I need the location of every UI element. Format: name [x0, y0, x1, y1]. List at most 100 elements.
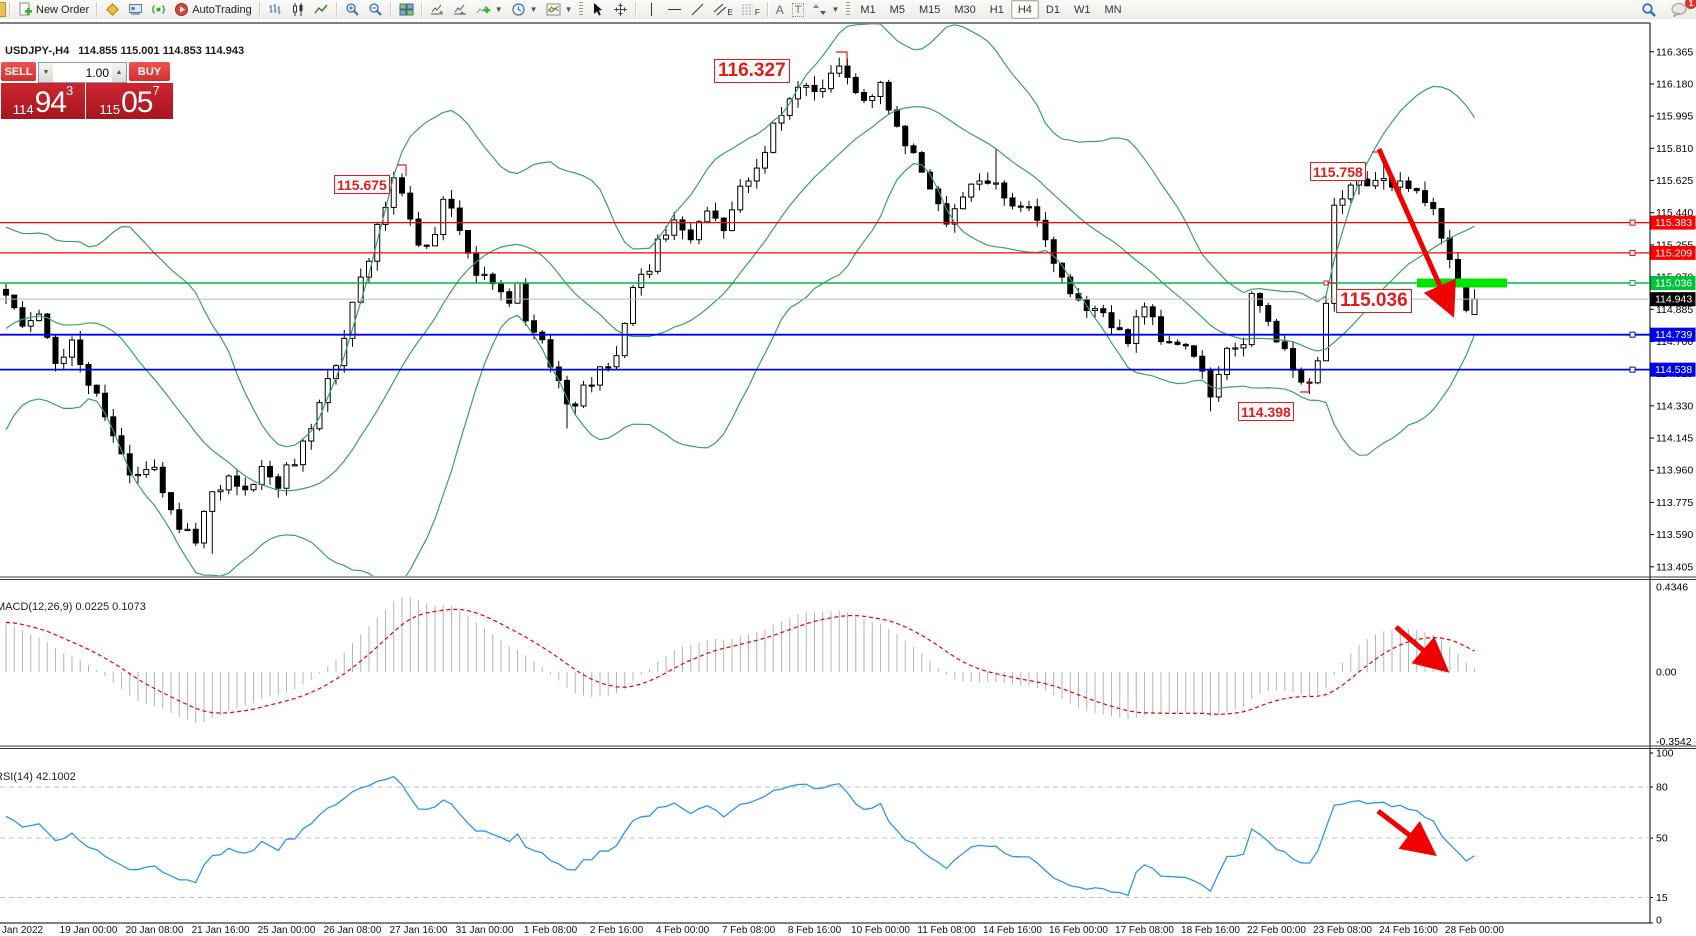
chat-bubble-icon: [1671, 3, 1687, 17]
autotrading-label: AutoTrading: [192, 3, 252, 16]
annotation-115758[interactable]: 115.758: [1310, 162, 1366, 181]
chart-shift-button[interactable]: [449, 0, 472, 19]
symbol-period: USDJPY-,H4: [5, 45, 70, 57]
separator: [96, 2, 99, 17]
autoscroll-icon: [430, 4, 443, 15]
tf-button-D1[interactable]: D1: [1045, 3, 1060, 16]
channel-tool-button[interactable]: E: [709, 0, 736, 19]
trendline-tool-button[interactable]: [686, 0, 709, 19]
separator: [258, 2, 261, 17]
buy-big-figure: 115: [99, 102, 121, 117]
tile-windows-button[interactable]: [395, 0, 418, 19]
indicators-button[interactable]: ▼: [472, 0, 507, 19]
chart-shift-icon: [453, 4, 466, 15]
buy-button[interactable]: BUY: [129, 62, 170, 81]
bar-chart-button[interactable]: [264, 0, 287, 19]
red-arrow: [1376, 809, 1437, 857]
zoom-in-button[interactable]: [341, 0, 364, 19]
hline-tool-button[interactable]: [663, 0, 686, 19]
separator: [335, 2, 338, 17]
autoscroll-button[interactable]: [426, 0, 449, 19]
tf-button-H1[interactable]: H1: [989, 3, 1004, 16]
macd-plot: [5, 596, 1475, 724]
toolbar-grip[interactable]: [579, 2, 584, 17]
fibonacci-tool-button[interactable]: F: [737, 0, 764, 19]
chevron-down-icon: ▼: [494, 5, 503, 14]
tf-button-M1[interactable]: M1: [860, 3, 876, 16]
notifications-button[interactable]: 1: [1667, 0, 1696, 19]
green-level-bar: [1417, 278, 1507, 288]
sell-price-main: 94: [34, 86, 67, 119]
sell-button[interactable]: SELL: [1, 62, 36, 81]
text-tool-icon: A: [775, 2, 784, 17]
search-icon: [1642, 2, 1656, 17]
autotrading-button[interactable]: AutoTrading: [170, 0, 256, 19]
time-label: 20 Jan 08:00: [126, 925, 184, 936]
volume-value[interactable]: 1.00: [85, 65, 109, 80]
horizontal-lines: [0, 219, 1650, 373]
tf-button-H4[interactable]: H4: [1010, 0, 1039, 19]
time-label: 14 Feb 16:00: [983, 925, 1042, 936]
sell-price-sup: 3: [65, 83, 74, 98]
annotation-115036[interactable]: 115.036: [1336, 289, 1412, 313]
autotrading-icon: [175, 3, 189, 16]
candles: [3, 57, 1478, 554]
volume-stepper: ▼ 1.00 ▲: [38, 62, 127, 83]
rsi-tick: 80: [1656, 782, 1668, 794]
price-badge: 115.036: [1655, 278, 1692, 290]
cursor-button[interactable]: [586, 0, 609, 19]
shapes-tool-button[interactable]: ▼: [808, 0, 843, 19]
search-button[interactable]: [1637, 0, 1661, 19]
text-tool-button[interactable]: A: [772, 0, 788, 19]
trendline-icon: [692, 3, 704, 16]
line-chart-button[interactable]: [310, 0, 333, 19]
volume-down-button[interactable]: ▼: [39, 63, 53, 82]
annotations: [397, 51, 1507, 857]
tf-button-MN[interactable]: MN: [1104, 3, 1122, 16]
annotation-116327[interactable]: 116.327: [714, 59, 790, 83]
templates-button[interactable]: ▼: [542, 0, 577, 19]
vline-tool-button[interactable]: [640, 0, 663, 19]
macd-tick: 0.4346: [1656, 581, 1688, 593]
price-badge: 114.943: [1655, 294, 1692, 306]
tf-button-M15[interactable]: M15: [918, 3, 941, 16]
data-window-button[interactable]: [124, 0, 147, 19]
candlestick-button[interactable]: [287, 0, 310, 19]
equidistant-channel-icon: [714, 3, 727, 16]
tf-button-W1[interactable]: W1: [1073, 3, 1091, 16]
candlestick-icon: [292, 3, 303, 16]
tf-button-M30[interactable]: M30: [954, 3, 976, 16]
periods-button[interactable]: ▼: [507, 0, 542, 19]
volume-up-button[interactable]: ▲: [112, 63, 126, 82]
tf-button-M5[interactable]: M5: [889, 3, 905, 16]
separator: [389, 2, 392, 17]
zoom-out-icon: [369, 3, 382, 16]
timeframe-group: M1 M5 M15 M30 H1 H4 D1 W1 MN: [853, 0, 1128, 19]
time-label: 1 Feb 08:00: [524, 925, 578, 936]
vertical-line-icon: [651, 3, 653, 16]
new-order-button[interactable]: New Order: [14, 0, 93, 19]
crosshair-button[interactable]: [609, 0, 632, 19]
time-label: 26 Jan 08:00: [324, 925, 382, 936]
buy-price-panel[interactable]: 115 05 7: [86, 83, 173, 119]
signal-button[interactable]: [147, 0, 170, 19]
time-label: 19 Jan 00:00: [60, 925, 118, 936]
price-tick: 113.405: [1656, 561, 1693, 573]
price-tick: 113.590: [1656, 529, 1693, 541]
zoom-out-button[interactable]: [364, 0, 387, 19]
annotation-115675[interactable]: 115.675: [334, 175, 390, 194]
macd-tick: -0.3542: [1656, 736, 1692, 748]
time-label: Jan 2022: [2, 925, 44, 936]
new-order-label: New Order: [36, 3, 90, 16]
sell-price-panel[interactable]: 114 94 3: [1, 83, 85, 119]
annotation-114398[interactable]: 114.398: [1238, 402, 1294, 421]
clock-icon: [512, 3, 525, 16]
template-icon: [546, 3, 561, 16]
time-label: 4 Feb 00:00: [656, 925, 710, 936]
time-label: 8 Feb 16:00: [788, 925, 842, 936]
market-watch-button[interactable]: [101, 0, 124, 19]
chart-canvas[interactable]: 116.365116.180115.995115.810115.625115.4…: [0, 19, 1696, 936]
toolbar-grip[interactable]: [846, 2, 851, 17]
label-tool-button[interactable]: T: [788, 0, 809, 19]
data-window-icon: [129, 4, 143, 15]
